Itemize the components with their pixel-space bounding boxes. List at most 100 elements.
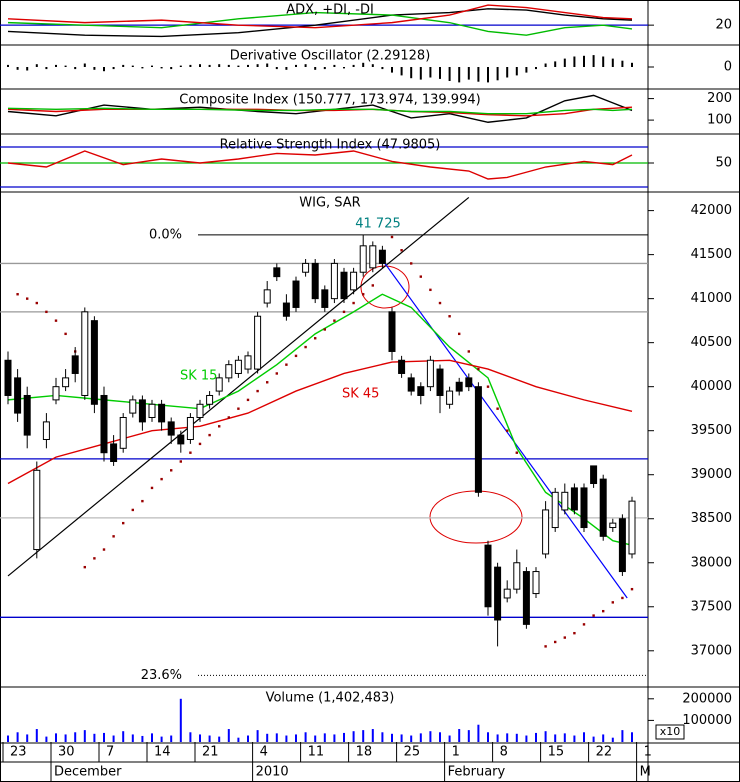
sar-dot [352,301,355,305]
candle-body [551,491,559,529]
bar [467,67,470,80]
fib-label: 23.6% [141,668,182,683]
bar [256,730,259,742]
candle-body [254,315,262,370]
bar [515,733,518,742]
candle-body [311,262,319,300]
bar [525,735,528,742]
candle-body [62,377,70,388]
y-tick-label: 38500 [691,511,732,526]
candle-body [494,566,502,621]
sar-dot [45,310,48,314]
candle-body [599,478,607,537]
sar-dot [218,425,221,428]
multiplier-box [655,724,685,740]
candle-body [234,359,242,374]
sar-dot [506,429,509,432]
sar-dot [602,609,605,613]
candle-body [196,403,204,418]
bar [266,63,269,67]
bar [439,67,441,79]
bar [535,67,537,70]
bar [448,735,451,742]
panel-title: ADX, +DI, -DI [286,3,374,18]
bar [381,732,384,742]
bar [448,67,451,81]
candle-body [609,522,617,529]
sar-dot [573,631,576,635]
bar [333,64,336,67]
bar [352,731,355,742]
bar [343,67,345,69]
bar [131,734,134,742]
bar [362,730,365,742]
x-tick-label: 30 [58,745,75,760]
bar [227,64,230,67]
bar [410,735,413,742]
sar-dot [170,469,173,472]
bar [295,64,297,67]
bar [314,735,317,742]
candle-body [23,394,31,436]
bar [170,67,173,70]
sar-dot [237,407,240,410]
bar [199,734,201,742]
candle-body [302,262,310,273]
sar-dot [486,385,490,388]
bar [323,733,326,742]
sar-dot [410,262,413,265]
bar [247,64,249,67]
peak-label: 41 725 [355,216,401,231]
candle-body [4,359,12,396]
candle-body [417,386,425,396]
series-label: SK 45 [342,387,379,402]
y-tick-label: 200000 [682,691,732,706]
trend-line [379,256,628,599]
sar-dot [227,416,230,419]
sar-dot [448,315,451,318]
bar [141,67,144,69]
bar [583,55,585,67]
bar [602,56,605,67]
sar-dot [131,508,134,512]
sar-dot [141,499,144,503]
panel-title: Volume (1,402,483) [266,691,395,706]
x-tick-label: 23 [10,745,27,760]
bar [487,67,489,83]
bar [304,732,307,742]
candle-body [129,399,137,414]
bar [74,732,77,742]
bar [602,734,605,742]
y-tick-label: 39500 [691,423,732,438]
sar-dot [112,535,115,538]
indicator-line [7,8,633,38]
bar [103,67,105,72]
candle-body [90,320,98,405]
bar [247,735,249,742]
y-tick-label: 40000 [691,379,732,394]
sar-dot [496,407,499,410]
candle-body [561,491,569,511]
x-tick-label: 18 [356,745,373,760]
bar [371,64,374,67]
sar-dot [582,623,586,626]
sar-dot [630,587,634,591]
sar-dot [54,319,58,322]
bar [103,732,105,742]
bar [122,731,125,742]
candle-body [186,416,194,440]
panel-title: Relative Strength Index (47.9805) [220,138,441,153]
candle-body [71,355,79,374]
panel [7,94,633,123]
sar-dot [26,297,29,300]
candle-body [225,364,233,379]
candle-body [167,421,175,436]
sar-dot [563,636,566,639]
candle-body [590,465,598,485]
candle-body [215,377,223,392]
bar [631,732,633,742]
candle-body [273,267,281,278]
panel-title: Derivative Oscillator (2.29128) [230,49,431,64]
sar-dot [102,548,106,551]
